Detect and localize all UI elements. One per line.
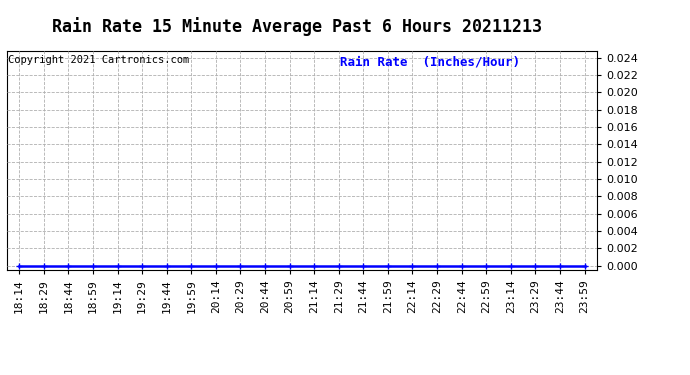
Text: Copyright 2021 Cartronics.com: Copyright 2021 Cartronics.com xyxy=(8,56,189,66)
Text: Rain Rate 15 Minute Average Past 6 Hours 20211213: Rain Rate 15 Minute Average Past 6 Hours… xyxy=(52,17,542,36)
Text: Rain Rate  (Inches/Hour): Rain Rate (Inches/Hour) xyxy=(340,56,520,69)
